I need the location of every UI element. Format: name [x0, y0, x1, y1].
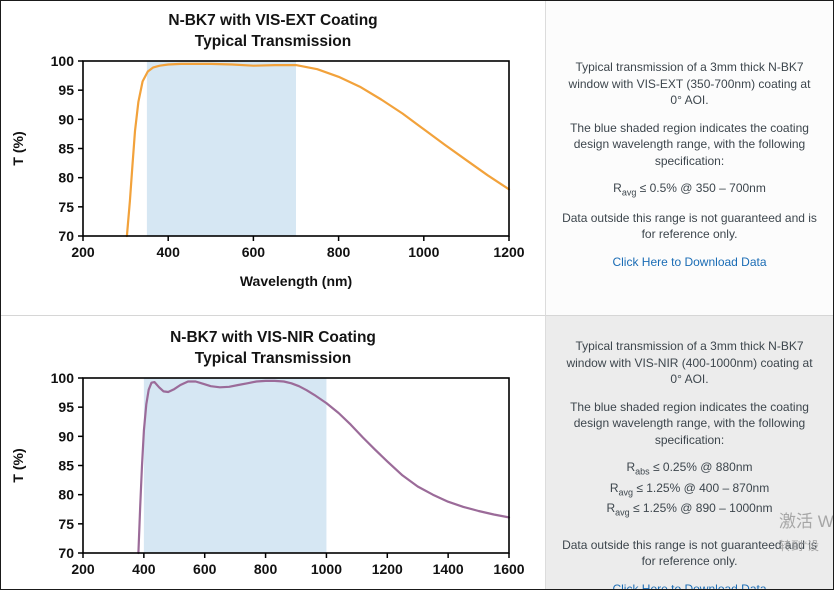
vis-ext-info-panel: Typical transmission of a 3mm thick N-BK… — [545, 1, 833, 316]
chart-title-line1: N-BK7 with VIS-NIR Coating — [170, 329, 376, 346]
y-tick-label: 85 — [58, 140, 74, 156]
transmission-curve — [125, 62, 511, 237]
y-tick-label: 100 — [51, 370, 75, 386]
vis-ext-spec-list: Ravg ≤ 0.5% @ 350 – 700nm — [562, 180, 817, 199]
y-tick-label: 95 — [58, 82, 74, 98]
x-tick-label: 600 — [193, 561, 217, 577]
spec-line: Ravg ≤ 1.25% @ 890 – 1000nm — [606, 501, 773, 518]
y-tick-label: 70 — [58, 545, 74, 561]
vis-nir-reference-note: Data outside this range is not guarantee… — [562, 537, 817, 569]
y-tick-label: 80 — [58, 170, 74, 186]
coating-design-region — [146, 60, 296, 236]
y-tick-label: 90 — [58, 111, 74, 127]
vis-ext-chart-panel: N-BK7 with VIS-EXT Coating Typical Trans… — [1, 1, 545, 316]
vis-ext-transmission-chart: 200 400 600 800 1000 1200 70 75 80 85 90 95 100 Wavel… — [10, 53, 525, 289]
x-tick-label: 200 — [71, 561, 95, 577]
y-axis-label: T (%) — [10, 448, 26, 482]
spec-line: Rabs ≤ 0.25% @ 880nm — [626, 460, 753, 477]
vis-ext-shaded-region-note: The blue shaded region indicates the coa… — [570, 120, 809, 168]
x-tick-label: 400 — [132, 561, 156, 577]
x-tick-label: 1200 — [493, 244, 524, 260]
vis-nir-chart-panel: N-BK7 with VIS-NIR Coating Typical Trans… — [1, 316, 545, 589]
x-tick-label: 1000 — [408, 244, 439, 260]
vis-ext-description: Typical transmission of a 3mm thick N-BK… — [568, 60, 811, 108]
x-tick-label: 200 — [71, 244, 95, 260]
x-tick-label: 1600 — [493, 561, 524, 577]
x-tick-label: 800 — [327, 244, 351, 260]
y-tick-label: 100 — [51, 53, 75, 69]
vis-nir-download-data-link[interactable]: Click Here to Download Data — [612, 581, 767, 589]
x-tick-label: 1400 — [433, 561, 464, 577]
vis-nir-shaded-region-note: The blue shaded region indicates the coa… — [570, 399, 809, 447]
x-tick-label: 800 — [254, 561, 278, 577]
y-tick-label: 90 — [58, 428, 74, 444]
vis-ext-download-data-link[interactable]: Click Here to Download Data — [612, 254, 767, 269]
transmission-curve — [137, 379, 511, 554]
y-axis-label: T (%) — [10, 131, 26, 165]
x-tick-label: 1200 — [372, 561, 403, 577]
x-tick-label: 1000 — [311, 561, 342, 577]
vis-nir-spec-list: Rabs ≤ 0.25% @ 880nm Ravg ≤ 1.25% @ 400 –… — [562, 459, 817, 519]
chart-title-line2: Typical Transmission — [194, 32, 352, 50]
vis-ext-chart-title: N-BK7 with VIS-EXT Coating Typical Trans… — [1, 1, 545, 53]
spec-line: Ravg ≤ 0.5% @ 350 – 700nm — [613, 181, 766, 198]
chart-title-line2: Typical Transmission — [194, 349, 352, 367]
chart-title-line1: N-BK7 with VIS-EXT Coating — [168, 12, 378, 29]
vis-nir-description: Typical transmission of a 3mm thick N-BK… — [566, 339, 813, 387]
x-axis-label: Wavelength (nm) — [240, 273, 352, 289]
y-tick-label: 75 — [58, 516, 74, 532]
y-tick-label: 75 — [58, 199, 74, 215]
vis-ext-reference-note: Data outside this range is not guarantee… — [562, 210, 817, 242]
y-tick-label: 70 — [58, 228, 74, 244]
y-tick-label: 95 — [58, 399, 74, 415]
x-tick-label: 400 — [157, 244, 181, 260]
vis-nir-info-panel: Typical transmission of a 3mm thick N-BK… — [545, 316, 833, 589]
spec-line: Ravg ≤ 1.25% @ 400 – 870nm — [609, 480, 770, 498]
y-tick-label: 85 — [58, 457, 74, 473]
vis-nir-transmission-chart: 200 400 600 800 1000 1200 1400 1600 70 75 80 85 90 95… — [10, 370, 525, 577]
vis-nir-chart-title: N-BK7 with VIS-NIR Coating Typical Trans… — [1, 316, 545, 370]
x-tick-label: 600 — [242, 244, 266, 260]
y-tick-label: 80 — [58, 487, 74, 503]
coating-design-region — [143, 377, 327, 553]
